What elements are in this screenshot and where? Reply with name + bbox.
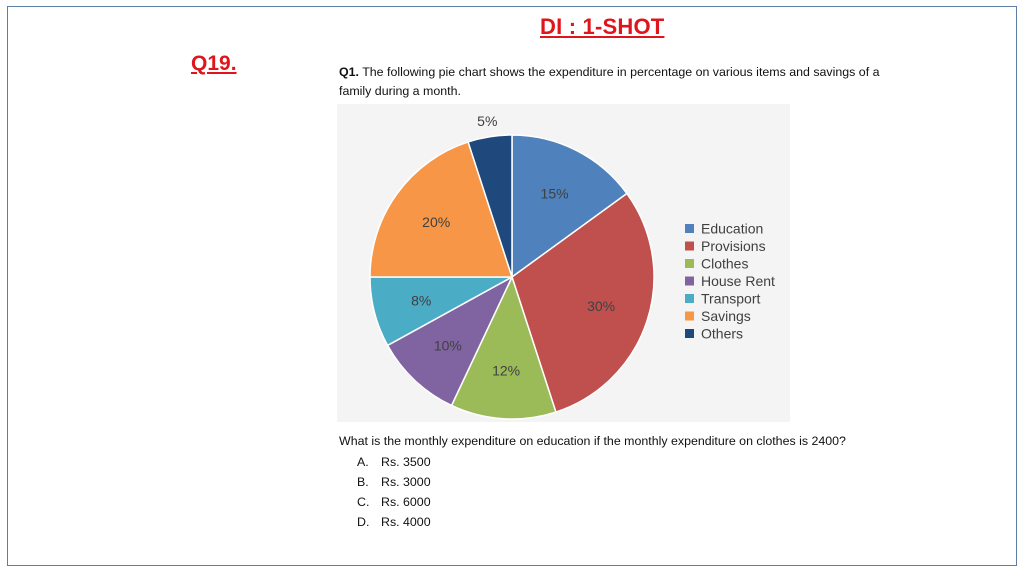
legend-label: Education [701, 221, 763, 237]
option-d[interactable]: D. Rs. 4000 [357, 512, 431, 532]
option-text: Rs. 3000 [381, 475, 431, 489]
question-prefix: Q1. [339, 65, 359, 79]
option-letter: D. [357, 515, 370, 529]
option-b[interactable]: B. Rs. 3000 [357, 472, 431, 492]
slice-data-label: 10% [434, 337, 462, 353]
slide-frame [7, 6, 1017, 566]
legend-swatch [685, 294, 694, 303]
slide-title: DI : 1-SHOT [540, 14, 665, 39]
question-text: Q1. The following pie chart shows the ex… [339, 63, 899, 101]
option-letter: A. [357, 455, 369, 469]
pie-slice-clothes [450, 274, 557, 420]
option-text: Rs. 4000 [381, 515, 431, 529]
legend-swatch [685, 259, 694, 268]
option-c[interactable]: C. Rs. 6000 [357, 492, 431, 512]
pie-chart: 15% 30% 12% 10% 8% 20% 5% Education Provisions Cl… [337, 104, 790, 422]
legend-label: Savings [701, 308, 751, 324]
pie-slice-education [511, 134, 628, 279]
option-text: Rs. 3500 [381, 455, 431, 469]
legend-label: Clothes [701, 256, 748, 272]
option-letter: C. [357, 495, 370, 509]
slice-data-label: 5% [477, 113, 497, 129]
pie-slice-house-rent [386, 275, 514, 407]
pie-slice-others [467, 134, 513, 278]
legend-swatch [685, 241, 694, 251]
answer-options: A. Rs. 3500 B. Rs. 3000 C. Rs. 6000 D. Rs. 4… [357, 452, 431, 532]
slice-data-label: 12% [492, 363, 520, 379]
question-number: Q19. [191, 52, 237, 75]
legend-swatch [685, 224, 694, 233]
pie-slice-savings [369, 141, 514, 278]
question-body: The following pie chart shows the expend… [339, 65, 880, 98]
followup-question: What is the monthly expenditure on educa… [339, 434, 846, 448]
slice-data-label: 20% [422, 214, 450, 230]
slice-data-label: 8% [411, 292, 431, 308]
slice-data-label: 15% [541, 185, 569, 201]
option-text: Rs. 6000 [381, 495, 431, 509]
legend-label: Provisions [701, 238, 766, 254]
slice-data-label: 30% [587, 298, 615, 314]
legend-swatch [685, 276, 694, 286]
option-letter: B. [357, 475, 369, 489]
pie-slice-provisions [511, 192, 655, 413]
legend-swatch [685, 311, 694, 321]
legend-label: Others [701, 326, 743, 342]
legend-label: Transport [701, 291, 761, 307]
legend-label: House Rent [701, 273, 775, 289]
option-a[interactable]: A. Rs. 3500 [357, 452, 431, 472]
legend-swatch [685, 329, 694, 338]
